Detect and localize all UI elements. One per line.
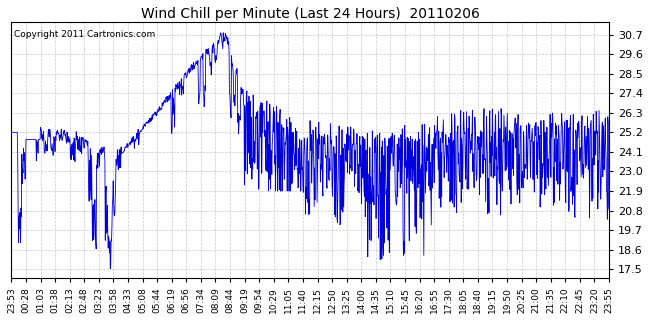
Text: Copyright 2011 Cartronics.com: Copyright 2011 Cartronics.com (14, 30, 156, 39)
Title: Wind Chill per Minute (Last 24 Hours)  20110206: Wind Chill per Minute (Last 24 Hours) 20… (141, 7, 480, 21)
